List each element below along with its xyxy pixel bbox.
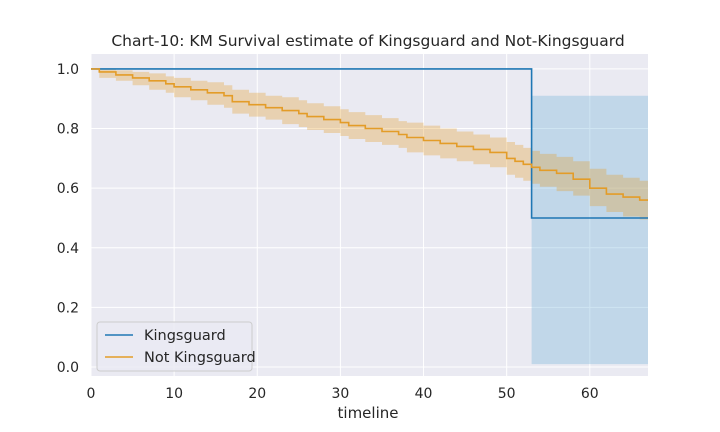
legend-box	[96, 321, 253, 372]
y-axis-ticks: 0.0 0.2 0.4 0.6 0.8 1.0	[57, 62, 79, 376]
x-axis-label: timeline	[338, 404, 399, 422]
y-tick-label: 0.4	[57, 241, 79, 257]
ci-band	[91, 68, 648, 220]
x-tick-label: 10	[165, 386, 183, 402]
x-tick-label: 20	[248, 386, 266, 402]
legend-label: Kingsguard	[144, 328, 226, 344]
ci-band	[91, 68, 648, 365]
survival-line	[91, 68, 648, 219]
chart-title: Chart-10: KM Survival estimate of Kingsg…	[111, 32, 624, 50]
x-tick-label: 0	[87, 386, 96, 402]
y-tick-label: 0.6	[57, 181, 79, 197]
x-tick-label: 50	[498, 386, 516, 402]
y-tick-label: 0.0	[57, 360, 79, 376]
confidence-bands	[91, 68, 648, 365]
legend: Kingsguard Not Kingsguard	[96, 321, 256, 372]
x-tick-label: 40	[415, 386, 433, 402]
x-tick-label: 60	[581, 386, 599, 402]
survival-line	[91, 68, 648, 201]
y-tick-label: 1.0	[57, 62, 79, 78]
x-axis-ticks: 0 10 20 30 40 50 60	[87, 386, 599, 402]
y-tick-label: 0.2	[57, 300, 79, 316]
legend-label: Not Kingsguard	[144, 350, 256, 366]
survival-lines	[91, 68, 648, 219]
y-tick-label: 0.8	[57, 122, 79, 138]
x-tick-label: 30	[331, 386, 349, 402]
